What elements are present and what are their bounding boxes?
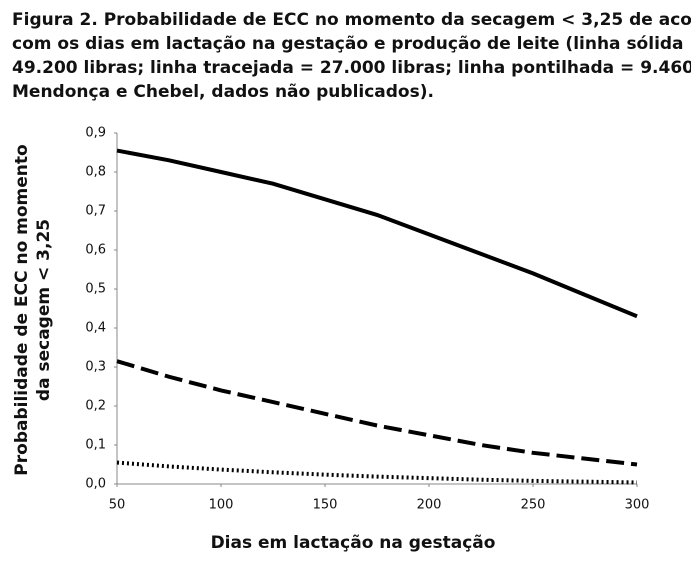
- y-tick-label: 0,2: [85, 399, 106, 414]
- x-tick-label: 300: [625, 498, 650, 513]
- x-tick-label: 150: [313, 498, 338, 513]
- series-line: [116, 460, 638, 485]
- chart-title: Figura 2. Probabilidade de ECC no moment…: [12, 10, 691, 30]
- x-tick-label: 50: [109, 498, 126, 513]
- y-tick-label: 0,5: [85, 282, 106, 297]
- chart-title: Mendonça e Chebel, dados não publicados)…: [12, 82, 434, 102]
- y-tick-label: 0,8: [85, 165, 106, 180]
- x-tick-label: 250: [521, 498, 546, 513]
- chart-title: com os dias em lactação na gestação e pr…: [12, 34, 691, 54]
- x-tick-label: 200: [417, 498, 442, 513]
- y-tick-label: 0,7: [85, 204, 106, 219]
- y-tick-label: 0,0: [85, 477, 106, 492]
- y-tick-label: 0,4: [85, 321, 106, 336]
- x-axis-label: Dias em lactação na gestação: [211, 533, 496, 553]
- series-line: [116, 148, 638, 319]
- chart-title: 49.200 libras; linha tracejada = 27.000 …: [12, 58, 691, 78]
- y-axis-label: Probabilidade de ECC no momento: [12, 144, 32, 475]
- y-tick-label: 0,6: [85, 243, 106, 258]
- x-tick-label: 100: [209, 498, 234, 513]
- y-axis-label: da secagem < 3,25: [34, 219, 54, 401]
- y-tick-label: 0,9: [85, 126, 106, 141]
- series-line: [116, 359, 638, 467]
- y-tick-label: 0,1: [85, 438, 106, 453]
- y-tick-label: 0,3: [85, 360, 106, 375]
